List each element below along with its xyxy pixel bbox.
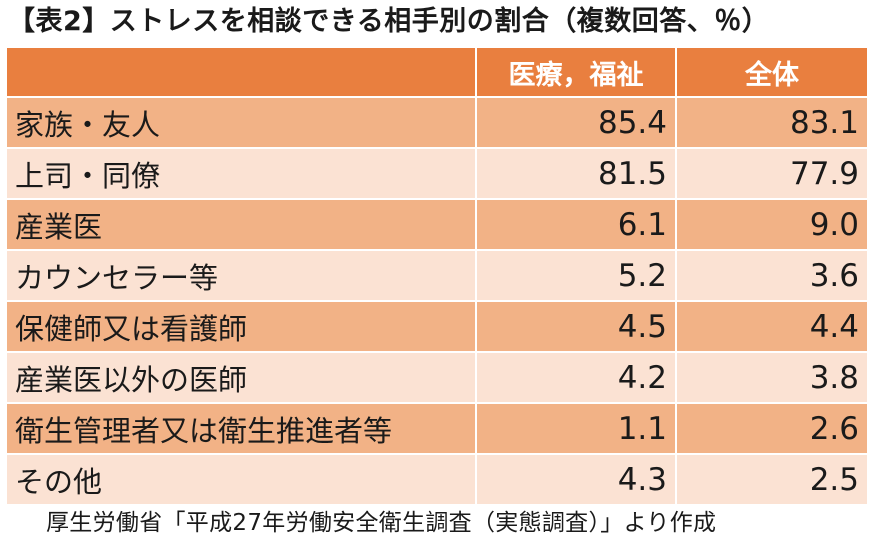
value-overall: 77.9 xyxy=(675,147,869,200)
value-overall: 4.4 xyxy=(675,300,869,353)
value-medical-welfare: 1.1 xyxy=(475,402,677,455)
value-medical-welfare: 4.2 xyxy=(475,351,677,404)
value-overall: 2.5 xyxy=(675,453,869,506)
header-row: 医療，福祉 全体 xyxy=(5,46,869,98)
table-row: 衛生管理者又は衛生推進者等 1.1 2.6 xyxy=(5,402,869,455)
value-overall: 3.6 xyxy=(675,249,869,302)
table-row: 家族・友人 85.4 83.1 xyxy=(5,96,869,149)
value-medical-welfare: 4.3 xyxy=(475,453,677,506)
header-cell-medical-welfare: 医療，福祉 xyxy=(475,46,677,98)
value-overall: 83.1 xyxy=(675,96,869,149)
value-overall: 2.6 xyxy=(675,402,869,455)
value-medical-welfare: 4.5 xyxy=(475,300,677,353)
table-title: 【表2】ストレスを相談できる相手別の割合（複数回答、％） xyxy=(8,6,770,37)
table-row: その他 4.3 2.5 xyxy=(5,453,869,506)
source-note: 厚生労働省「平成27年労働安全衛生調査（実態調査）」より作成 xyxy=(46,510,717,536)
table-row: 産業医以外の医師 4.2 3.8 xyxy=(5,351,869,404)
row-label: 保健師又は看護師 xyxy=(5,300,477,353)
row-label: カウンセラー等 xyxy=(5,249,477,302)
table-row: 産業医 6.1 9.0 xyxy=(5,198,869,251)
header-cell-overall: 全体 xyxy=(675,46,869,98)
row-label: 衛生管理者又は衛生推進者等 xyxy=(5,402,477,455)
table-row: 保健師又は看護師 4.5 4.4 xyxy=(5,300,869,353)
stress-consultation-table: 医療，福祉 全体 家族・友人 85.4 83.1 上司・同僚 81.5 77.9… xyxy=(5,46,869,506)
table-row: 上司・同僚 81.5 77.9 xyxy=(5,147,869,200)
row-label: 上司・同僚 xyxy=(5,147,477,200)
value-medical-welfare: 85.4 xyxy=(475,96,677,149)
value-medical-welfare: 6.1 xyxy=(475,198,677,251)
header-cell-label xyxy=(5,46,477,98)
row-label: 産業医 xyxy=(5,198,477,251)
value-overall: 3.8 xyxy=(675,351,869,404)
row-label: その他 xyxy=(5,453,477,506)
row-label: 家族・友人 xyxy=(5,96,477,149)
row-label: 産業医以外の医師 xyxy=(5,351,477,404)
value-medical-welfare: 81.5 xyxy=(475,147,677,200)
value-overall: 9.0 xyxy=(675,198,869,251)
table-row: カウンセラー等 5.2 3.6 xyxy=(5,249,869,302)
value-medical-welfare: 5.2 xyxy=(475,249,677,302)
